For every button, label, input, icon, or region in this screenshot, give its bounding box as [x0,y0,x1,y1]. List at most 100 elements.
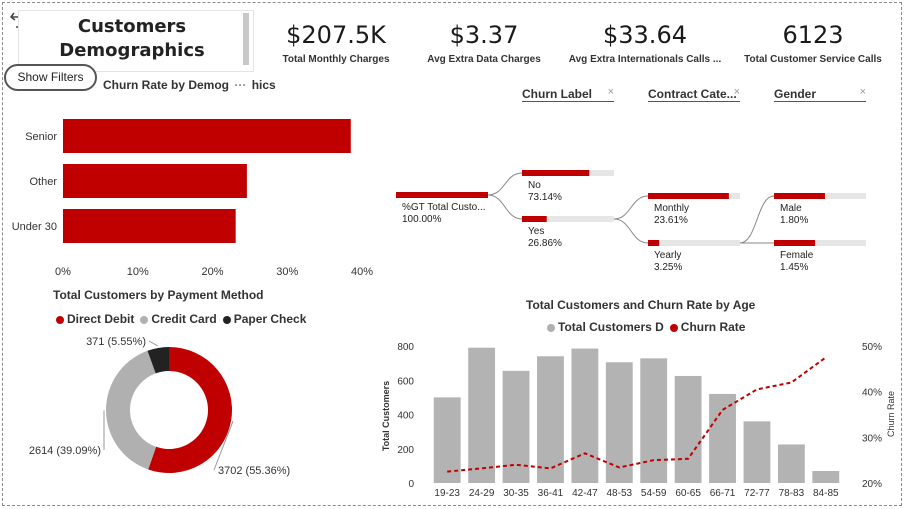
donut-slice [147,347,169,374]
bar [777,444,805,483]
legend-item[interactable]: Paper Check [222,312,307,326]
tree-connector [487,172,523,196]
x-tick-label: 10% [127,266,149,278]
x-tick-label: 40% [351,266,373,278]
slicer-churn-label[interactable]: Churn Label × [522,86,614,102]
bar [502,370,530,483]
kpi-value: 6123 [782,21,844,49]
legend-item[interactable]: Direct Debit [56,312,134,326]
bar [674,375,702,483]
x-tick-label: 54-59 [641,488,667,499]
tree-node-track [522,216,614,222]
legend-item[interactable]: Total Customers D [547,320,664,334]
tree-node-label: Monthly [654,203,689,214]
donut-slice [148,347,232,473]
category-label: Under 30 [12,221,57,233]
bar [63,209,236,243]
x-tick-label: 0% [55,266,71,278]
bar [640,358,668,483]
kpi-value: $3.37 [449,21,519,49]
y2-tick-label: 20% [862,479,882,490]
title-text-tail: hics [251,78,276,92]
data-label: 371 (5.55%) [86,336,146,348]
x-tick-label: 19-23 [434,488,460,499]
tree-node-label: Male [780,203,802,214]
tree-node-value: 100.00% [402,214,442,225]
y-axis-label: Total Customers [381,381,391,451]
tree-connector [487,194,523,220]
age-chart-title: Total Customers and Churn Rate by Age [526,298,756,312]
y2-tick-label: 50% [862,342,882,353]
tree-connector [613,195,649,220]
title-line-1: Customers [77,16,187,37]
bar [709,393,736,483]
kpi-value: $33.64 [603,21,687,49]
tree-node-bar [396,192,488,198]
kpi-label: Avg Extra Internationals Calls ... [568,54,722,65]
tree-node-label: No [528,180,541,191]
x-tick-label: 30% [276,266,298,278]
clear-icon[interactable]: × [859,86,866,98]
x-tick-label: 78-83 [779,488,805,499]
tree-connector [613,218,649,244]
bar [571,348,599,483]
legend-marker [140,315,149,324]
bar [605,362,633,483]
title-scrollbar[interactable] [243,13,249,65]
x-tick-label: 42-47 [572,488,598,499]
kpi-label: Total Monthly Charges [282,54,390,65]
kpi-label: Avg Extra Data Charges [427,54,541,65]
tree-connector [739,195,775,244]
x-tick-label: 36-41 [538,488,564,499]
kpi-label: Total Customer Service Calls [744,54,882,65]
slicer-contract-category[interactable]: Contract Cate... × [648,86,740,102]
churn-rate-line [447,356,827,473]
legend-item[interactable]: Credit Card [140,312,217,326]
show-filters-button[interactable]: Show Filters [4,64,97,91]
kpi-total-monthly-charges: $207.5K Total Monthly Charges [276,20,396,67]
category-label: Senior [25,131,57,143]
tree-node-bar [648,240,660,246]
legend-marker [547,323,555,332]
x-tick-label: 20% [201,266,223,278]
kpi-value: $207.5K [286,21,386,49]
data-label: 3702 (55.36%) [218,465,290,477]
clear-icon[interactable]: × [733,86,740,98]
data-label: 2614 (39.09%) [29,445,101,457]
slicer-label: Contract Cate... [648,87,737,101]
y-tick-label: 400 [397,411,414,422]
churn-demographics-title: Churn Rate by Demog ··· hics [103,78,276,92]
y2-axis-label: Churn Rate [886,391,896,437]
payment-legend: Direct Debit Credit Card Paper Check [56,312,312,326]
tree-node-value: 1.80% [780,215,808,226]
tree-node-label: %GT Total Custo... [402,202,486,213]
tree-node-track [774,240,866,246]
more-options-icon[interactable]: ··· [234,78,247,92]
x-tick-label: 72-77 [744,488,770,499]
y-tick-label: 800 [397,342,414,353]
tree-node-bar [648,193,729,199]
page-title: Customers Demographics [19,15,245,63]
donut-slice [105,350,157,470]
legend-label: Credit Card [151,312,217,326]
tree-node-bar [522,216,547,222]
slicer-gender[interactable]: Gender × [774,86,866,102]
tree-node-label: Yearly [654,250,681,261]
x-tick-label: 48-53 [607,488,633,499]
x-tick-label: 84-85 [813,488,839,499]
tree-node-value: 1.45% [780,262,808,273]
slicer-label: Gender [774,87,817,101]
legend-label: Paper Check [233,312,307,326]
title-line-2: Demographics [59,40,205,61]
tree-node-bar [774,240,816,246]
x-tick-label: 24-29 [469,488,495,499]
legend-label: Direct Debit [67,312,135,326]
clear-icon[interactable]: × [607,86,614,98]
bar [743,421,771,483]
legend-item[interactable]: Churn Rate [669,320,745,334]
age-legend: Total Customers D Churn Rate [547,320,751,334]
bar [63,164,247,198]
legend-marker [669,323,678,332]
tree-node-value: 3.25% [654,262,682,273]
